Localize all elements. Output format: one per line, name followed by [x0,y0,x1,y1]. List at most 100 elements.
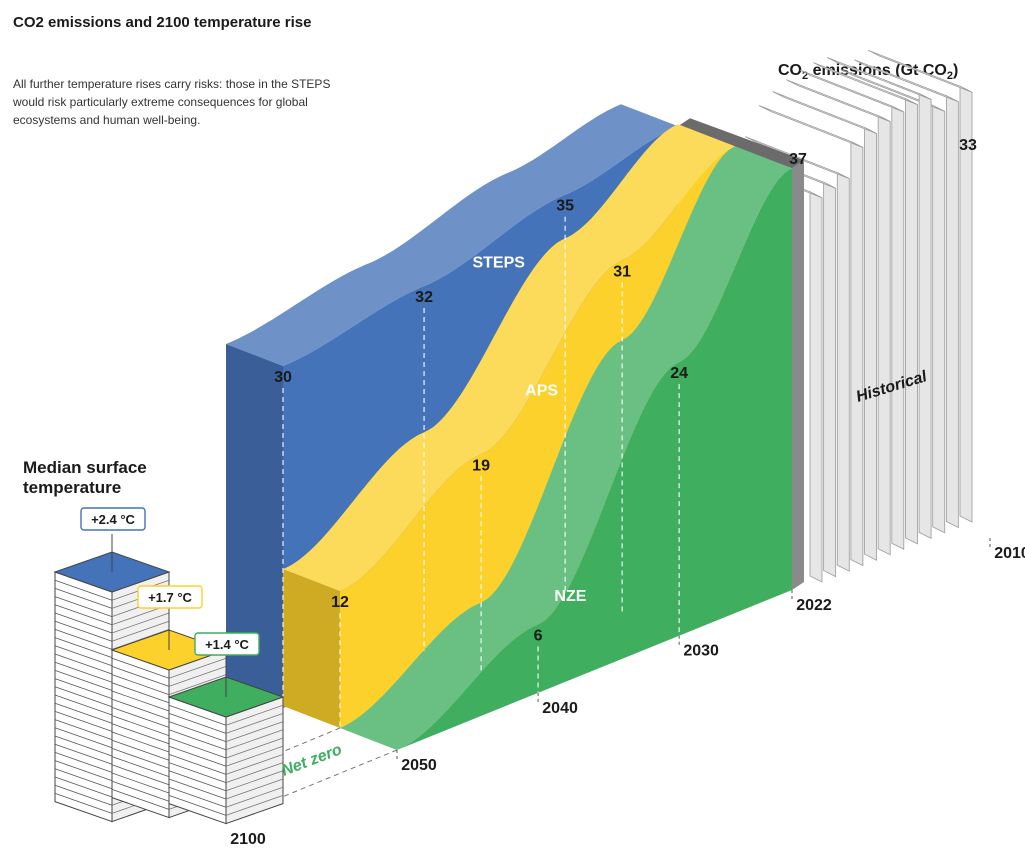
temp-layer-line [168,704,227,726]
temp-layer-line [225,737,284,759]
data-label: 6 [534,627,543,644]
temp-layer-line [111,620,170,642]
data-label: 30 [274,369,292,386]
temp-layer-line [111,690,170,712]
temp-layer-line [111,780,170,802]
data-label: 24 [670,365,688,382]
nze-top [340,146,792,750]
temp-layer-line [111,789,170,810]
projection-line [281,749,398,798]
temp-badge [80,507,146,531]
historical-slab-side [932,104,946,534]
temp-layer-line [54,645,113,667]
data-label: 31 [613,263,631,280]
data-label: 19 [472,457,490,474]
guide-lines [282,216,680,728]
temp-layer-line [111,707,170,728]
temp-layer-line [111,666,170,687]
temp-layer-line [54,768,113,790]
temp-layer-line [111,731,170,753]
series-name-label: STEPS [472,255,525,272]
temp-layer-line [54,670,113,691]
temp-layer-line [225,770,284,792]
temp-layer-line [111,723,170,745]
temp-layer-line [111,612,170,634]
temp-layer-line [54,784,113,806]
series-nze [340,146,792,750]
temp-layer-line [111,748,170,769]
series-name-label: NZE [554,588,586,605]
temperature-stacks: +2.4 °C +1.7 °C +1.4 °C 2100 [53,507,285,848]
historical-slab-top [786,79,891,122]
temp-badge-value: +2.4 °C [91,512,135,527]
separator-front [792,160,804,590]
temp-layer-line [168,770,227,792]
steps-top [226,104,678,366]
temp-layer-line [111,715,170,736]
series-name-label: APS [525,382,558,399]
historical-slab-top [772,91,877,134]
temp-layer-line [168,657,227,679]
x-tick-label: 2010 [994,545,1025,562]
temp-layer-line [54,588,113,609]
temperature-panel-title: Median surface temperature [23,458,147,497]
temp-layer-line [111,739,170,761]
temp-layer-line [54,653,113,675]
data-label: 33 [959,137,977,154]
temp-layer-line [54,637,113,658]
temp-layer-line [225,795,284,816]
temp-layer-line [225,729,284,751]
temp-layer-line [54,612,113,634]
historical-slabs: Historical [717,49,973,583]
temp-layer-line [54,760,113,781]
temp-layer-line [54,743,113,765]
temp-layer-line [168,729,227,751]
temp-layer-line [54,711,113,732]
temp-layer-line [54,752,113,773]
historical-slab-top [854,59,959,103]
temp-layer-line [225,721,284,742]
aps-top [283,124,735,592]
temp-layer-line [111,657,170,679]
temp-layer-line [54,727,113,749]
historical-slab-top [867,49,973,93]
net-zero-annotation: Net zero [279,741,344,780]
temp-layer-line [225,786,284,808]
temp-layer-line [54,776,113,798]
temp-layer-line [54,661,113,683]
temp-layer-line [168,786,227,808]
x-tick-label: 2030 [683,643,719,660]
data-label: 37 [789,151,807,168]
temp-layer-line [111,629,170,650]
chart-subtitle: All further temperature rises carry risk… [13,77,331,127]
aps-end-cap [283,569,340,728]
temp-layer-line [168,674,227,695]
historical-slab-side [836,171,850,572]
historical-slab-side [809,191,823,583]
temp-layer-line [225,762,284,783]
nze-face [397,168,792,750]
temp-layer-line [168,666,227,687]
steps-end-cap [226,344,283,708]
historical-slab-top [799,69,904,113]
historical-slab-top [826,57,932,100]
temp-layer-line [54,604,113,626]
temp-layer-line [168,737,227,759]
temp-layer-line [225,754,284,775]
temp-layer-line [111,682,170,704]
temp-layer-line [168,745,227,767]
temp-layer-line [111,764,170,786]
temp-layer-line [225,778,284,800]
temp-layer-line [225,713,284,734]
historical-slab-side [850,140,864,567]
temp-layer-line [54,686,113,708]
x-tick-label: 2022 [796,597,832,614]
2022-separator [678,118,804,590]
temp-layer-line [54,719,113,740]
temp-layer-line [54,702,113,724]
temp-layer-line [111,698,170,720]
temp-layer-line [54,735,113,757]
data-label: 32 [415,289,433,306]
historical-slab-side [945,95,959,529]
